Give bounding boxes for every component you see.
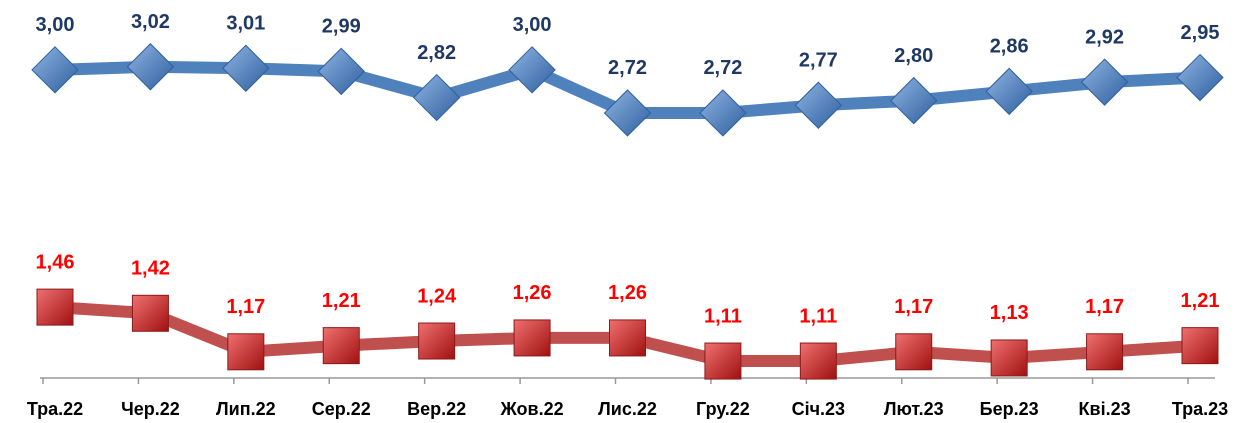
data-label: 1,13 (990, 302, 1029, 324)
data-label: 3,00 (513, 14, 552, 36)
point-marker (890, 76, 938, 125)
point-marker (895, 333, 933, 371)
x-tick-label: Бер.23 (980, 399, 1039, 419)
data-label: 1,21 (1181, 290, 1220, 312)
point-marker (1086, 333, 1124, 371)
point-marker (131, 294, 169, 332)
data-label: 1,21 (322, 290, 361, 312)
data-label: 3,01 (226, 13, 265, 35)
x-tick-label: Тра.22 (27, 399, 83, 419)
point-marker (1181, 327, 1219, 365)
x-tick-label: Чер.22 (121, 399, 180, 419)
point-marker (699, 89, 747, 137)
data-label: 2,99 (322, 16, 361, 38)
x-tick-label: Лют.23 (884, 399, 944, 419)
point-marker (704, 342, 742, 380)
data-label: 2,72 (703, 57, 742, 79)
point-marker (799, 342, 837, 380)
data-label: 1,11 (704, 305, 742, 327)
point-marker (508, 46, 556, 94)
x-tick-label: Тра.23 (1172, 399, 1228, 419)
data-label: 2,72 (608, 57, 647, 79)
point-marker (322, 327, 360, 365)
data-label: 2,82 (417, 42, 456, 64)
data-label: 2,80 (894, 45, 933, 67)
x-tick-label: Лис.22 (598, 399, 657, 419)
data-label: 1,24 (417, 285, 457, 307)
point-marker (603, 89, 652, 137)
point-marker (1080, 58, 1129, 106)
point-marker (126, 43, 175, 91)
data-label: 1,26 (513, 282, 552, 304)
data-label: 2,92 (1085, 26, 1124, 48)
data-label: 1,17 (894, 296, 933, 318)
data-label: 1,46 (36, 251, 75, 273)
data-label: 1,17 (1085, 296, 1124, 318)
point-marker (418, 322, 456, 360)
point-marker (990, 339, 1028, 377)
x-tick-label: Лип.22 (216, 399, 276, 419)
point-marker (1176, 53, 1224, 102)
point-marker (794, 81, 843, 129)
data-label: 1,42 (131, 258, 170, 280)
point-marker (513, 319, 551, 357)
x-tick-label: Сер.22 (312, 399, 371, 419)
point-marker (317, 47, 365, 96)
x-tick-label: Гру.22 (696, 399, 750, 419)
point-marker (985, 67, 1033, 116)
x-tick-label: Кві.23 (1079, 399, 1131, 419)
x-tick-label: Вер.22 (407, 399, 466, 419)
point-marker (36, 288, 74, 326)
data-label: 3,00 (36, 14, 75, 36)
data-label: 1,26 (608, 282, 647, 304)
data-label: 3,02 (131, 11, 170, 33)
data-label: 2,77 (799, 50, 838, 72)
x-tick-label: Жов.22 (500, 399, 564, 419)
x-tick-label: Січ.23 (792, 399, 845, 419)
point-marker (227, 333, 265, 371)
point-marker (609, 319, 646, 357)
data-label: 2,95 (1181, 22, 1220, 44)
data-label: 1,17 (226, 296, 265, 318)
data-label: 1,11 (799, 305, 837, 327)
point-marker (412, 73, 461, 122)
point-marker (222, 44, 270, 92)
data-label: 2,86 (990, 36, 1029, 58)
point-marker (31, 46, 79, 94)
